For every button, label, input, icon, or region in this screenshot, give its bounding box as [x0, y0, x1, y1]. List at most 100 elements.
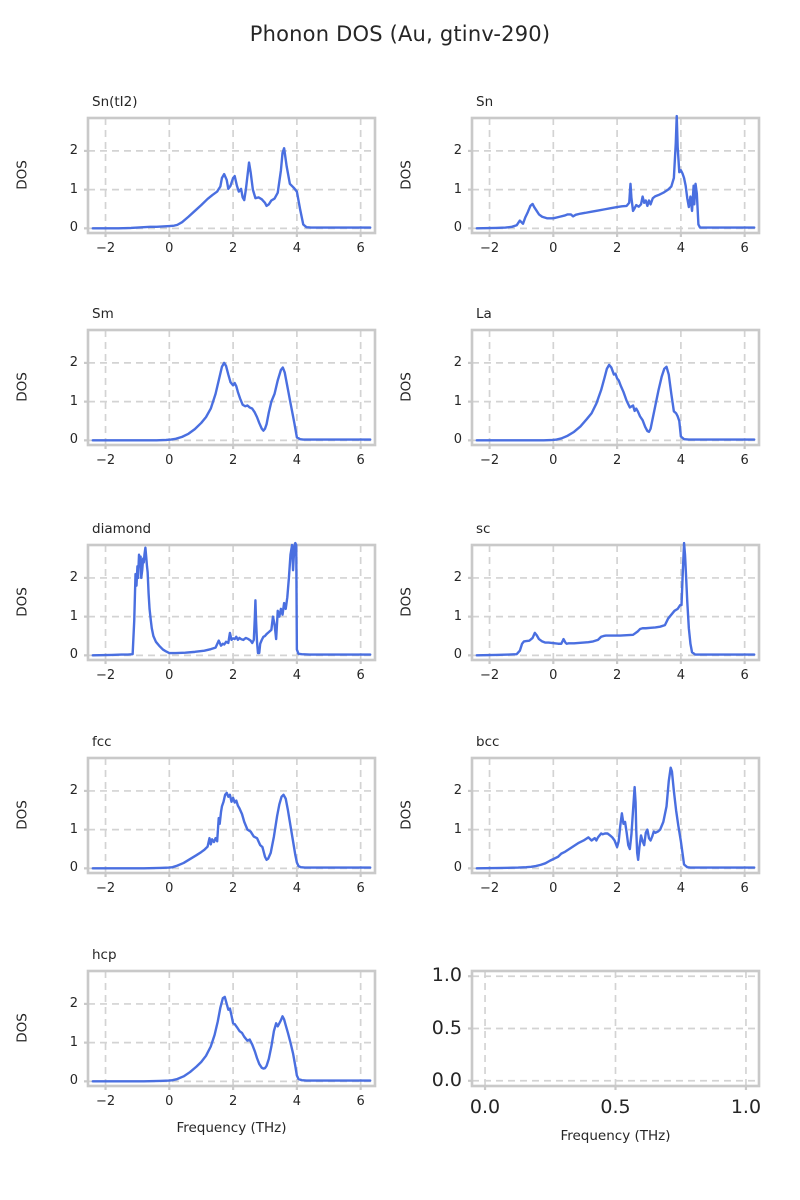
x-tick-label: 2	[228, 1094, 238, 1109]
x-axis-label: Frequency (THz)	[560, 1128, 671, 1144]
x-tick-label: 6	[356, 1094, 365, 1109]
x-tick-label: 4	[676, 668, 685, 683]
dos-curve	[91, 791, 372, 870]
y-tick-label: 2	[453, 354, 462, 370]
y-tick-label: 1	[453, 821, 462, 837]
x-tick-label: 0	[549, 453, 558, 468]
x-tick-label: 2	[612, 241, 622, 256]
x-tick-label: −2	[479, 668, 500, 683]
figure-title: Phonon DOS (Au, gtinv-290)	[249, 22, 551, 46]
x-tick-label: 6	[740, 241, 749, 256]
y-tick-label: 1	[453, 181, 462, 197]
y-tick-label: 1	[69, 181, 78, 197]
x-tick-label: 0.5	[600, 1096, 631, 1118]
x-tick-label: 0	[549, 241, 558, 256]
subplot-title: Sm	[92, 306, 114, 322]
subplot-title: Sn(tI2)	[92, 94, 138, 110]
x-tick-label: 6	[356, 453, 365, 468]
axes-frame	[86, 116, 377, 235]
y-tick-label: 1	[69, 608, 78, 624]
subplot-title: Sn	[476, 94, 494, 110]
y-tick-label: 0.5	[431, 1016, 462, 1039]
dos-curve	[91, 147, 372, 230]
y-tick-label: 0	[453, 647, 462, 663]
x-tick-label: 4	[292, 668, 301, 683]
dos-curve	[475, 766, 756, 870]
x-tick-label: −2	[95, 881, 116, 896]
x-tick-label: 4	[676, 453, 685, 468]
dos-curve	[475, 363, 756, 442]
x-tick-label: 0	[549, 881, 558, 896]
x-tick-label: 2	[228, 241, 238, 256]
x-tick-label: 4	[292, 881, 301, 896]
dos-curve	[475, 114, 756, 230]
axes-frame	[470, 116, 761, 235]
axes-frame	[86, 756, 377, 875]
y-tick-label: 0	[453, 860, 462, 876]
x-tick-label: 0.0	[469, 1096, 501, 1118]
x-tick-label: 2	[612, 881, 622, 896]
y-tick-label: 0	[453, 220, 462, 236]
x-tick-label: 0	[165, 241, 174, 256]
axes-frame	[86, 543, 377, 662]
x-tick-label: 0	[165, 668, 174, 683]
x-tick-label: 6	[740, 668, 749, 683]
x-tick-label: 2	[228, 881, 238, 896]
x-tick-label: 2	[228, 668, 238, 683]
y-tick-label: 2	[453, 569, 462, 585]
x-tick-label: −2	[479, 453, 500, 468]
axes-frame	[86, 328, 377, 447]
subplot-title: sc	[476, 521, 491, 537]
x-tick-label: 4	[676, 881, 685, 896]
y-tick-label: 2	[453, 142, 462, 158]
x-tick-label: 1.0	[730, 1096, 762, 1118]
y-tick-label: 2	[69, 569, 78, 585]
y-tick-label: 0	[69, 432, 78, 448]
x-tick-label: 6	[740, 881, 749, 896]
x-tick-label: 2	[612, 453, 622, 468]
dos-curve	[91, 361, 372, 442]
axes-frame	[470, 543, 761, 662]
x-tick-label: 6	[356, 668, 365, 683]
axes-frame	[470, 328, 761, 447]
subplot-title: hcp	[92, 947, 117, 963]
x-tick-label: 6	[740, 453, 749, 468]
y-tick-label: 1	[69, 393, 78, 409]
x-tick-label: 4	[676, 241, 685, 256]
y-tick-label: 1.0	[431, 964, 462, 987]
y-tick-label: 1	[453, 608, 462, 624]
y-tick-label: 0.0	[431, 1068, 462, 1091]
x-tick-label: 0	[165, 881, 174, 896]
x-tick-label: 2	[228, 453, 238, 468]
dos-curve	[475, 541, 756, 657]
x-tick-label: 6	[356, 241, 365, 256]
y-tick-label: 1	[69, 821, 78, 837]
x-tick-label: 4	[292, 241, 301, 256]
x-tick-label: 4	[292, 1094, 301, 1109]
subplot-title: bcc	[476, 734, 500, 750]
y-tick-label: 0	[69, 1073, 78, 1089]
y-tick-label: 2	[69, 354, 78, 370]
x-tick-label: −2	[95, 668, 116, 683]
y-tick-label: 2	[69, 142, 78, 158]
y-tick-label: 0	[69, 647, 78, 663]
y-tick-label: 2	[69, 782, 78, 798]
y-tick-label: 1	[69, 1034, 78, 1050]
x-tick-label: 0	[165, 1094, 174, 1109]
y-tick-label: 0	[69, 220, 78, 236]
y-tick-label: 2	[453, 782, 462, 798]
x-tick-label: 0	[549, 668, 558, 683]
x-tick-label: 2	[612, 668, 622, 683]
axes-frame	[86, 969, 377, 1088]
x-tick-label: −2	[479, 241, 500, 256]
x-tick-label: −2	[95, 241, 116, 256]
